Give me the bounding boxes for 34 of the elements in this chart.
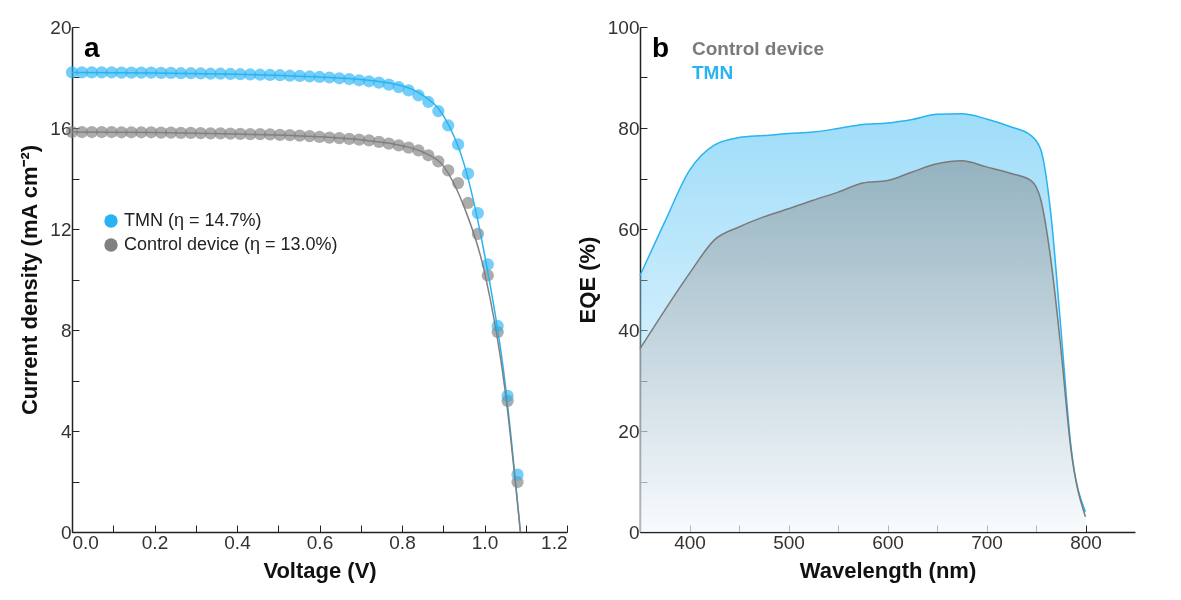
x-tick-label: 0.0 [72, 531, 99, 553]
y-tick-label: 80 [618, 117, 640, 139]
y-tick-label: 60 [618, 218, 640, 240]
x-tick-label: 0.6 [306, 531, 334, 553]
y-tick-label: 0 [60, 521, 72, 543]
x-axis-title: Wavelength (nm) [799, 557, 977, 583]
y-tick-label: 4 [60, 420, 72, 442]
text: Control device [692, 38, 824, 59]
x-tick-label: 800 [1070, 531, 1102, 553]
x-tick-label: 0.2 [141, 531, 169, 553]
legend-label: TMN (η = 14.7%) [124, 210, 262, 230]
annotation: b [652, 32, 670, 63]
y-tick-label: 40 [618, 319, 640, 341]
x-axis-title: Voltage (V) [263, 557, 377, 583]
x-tick-label: 700 [971, 531, 1003, 553]
x-tick-label: 0.8 [389, 531, 416, 553]
y-tick-label: 8 [60, 319, 72, 341]
x-tick-label: 0.4 [224, 531, 252, 553]
x-tick-label: 500 [773, 531, 805, 553]
y-tick-label: 0 [628, 521, 640, 543]
y-axis-title: EQE (%) [574, 236, 600, 324]
annotation: a [84, 32, 100, 63]
y-tick-label: 20 [50, 16, 72, 38]
y-axis-title: Current density (mA cm⁻²) [17, 144, 43, 416]
text: TMN [692, 62, 734, 83]
y-tick-label: 16 [50, 117, 72, 139]
x-tick-label: 600 [872, 531, 904, 553]
x-tick-label: 1.0 [471, 531, 499, 553]
y-tick-label: 12 [50, 218, 72, 240]
x-tick-label: 1.2 [541, 531, 568, 553]
y-tick-label: 20 [618, 420, 640, 442]
legend-label: Control device (η = 13.0%) [124, 234, 338, 254]
x-tick-label: 400 [674, 531, 706, 553]
y-tick-label: 100 [607, 16, 640, 38]
